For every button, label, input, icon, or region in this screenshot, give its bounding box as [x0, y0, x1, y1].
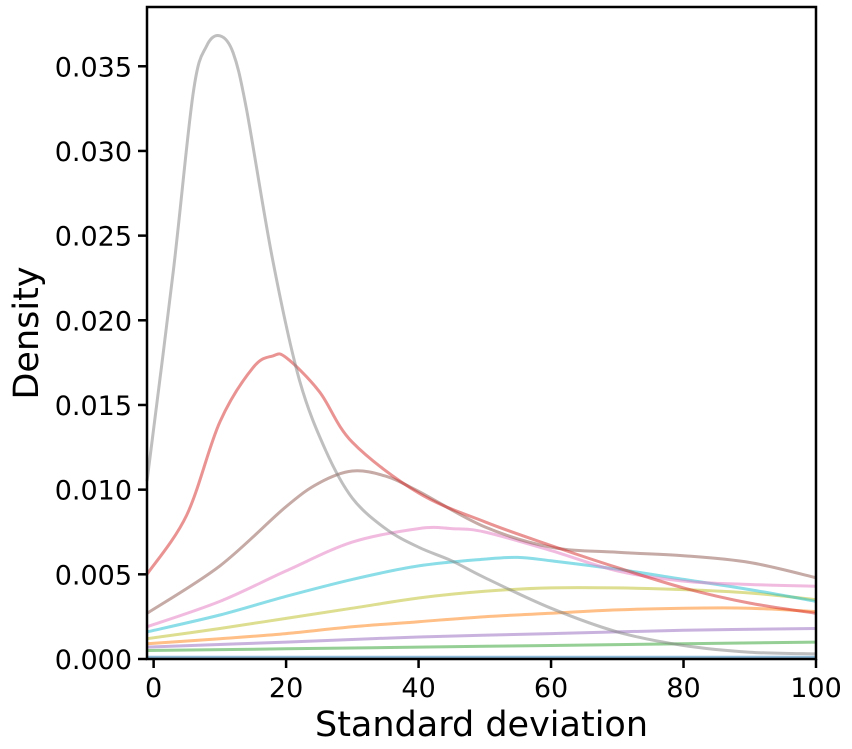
axes-layer: [145, 5, 818, 661]
x-tick-label: 0: [145, 673, 162, 704]
y-tick-label: 0.020: [55, 306, 132, 337]
density-line-3: [146, 606, 817, 646]
x-tick-label: 80: [666, 673, 700, 704]
y-tick-label: 0.030: [55, 137, 132, 168]
y-tick-label: 0.005: [55, 560, 132, 591]
x-tick-label: 100: [790, 673, 842, 704]
x-tick-label: 20: [269, 673, 303, 704]
series-layer: [145, 34, 817, 659]
ticks-layer: 0 20 40 60 80 100 0.000 0.005 0.010 0.015 0.020 0.0…: [55, 52, 842, 704]
density-line-2: [146, 627, 817, 649]
density-line-1: [146, 640, 817, 652]
density-line-4: [146, 586, 817, 641]
x-tick-label: 60: [534, 673, 568, 704]
density-line-6: [146, 525, 817, 629]
y-tick-label: 0.010: [55, 476, 132, 507]
y-tick-label: 0.015: [55, 391, 132, 422]
density-line-9: [145, 34, 817, 656]
x-axis-title: Standard deviation: [315, 705, 648, 745]
y-tick-label: 0.000: [55, 645, 132, 676]
density-line-8: [145, 352, 817, 615]
plot-frame: [145, 5, 818, 661]
y-tick-label: 0.025: [55, 222, 132, 253]
x-tick-label: 40: [401, 673, 435, 704]
y-tick-label: 0.035: [55, 52, 132, 83]
y-axis-title: Density: [7, 266, 47, 399]
